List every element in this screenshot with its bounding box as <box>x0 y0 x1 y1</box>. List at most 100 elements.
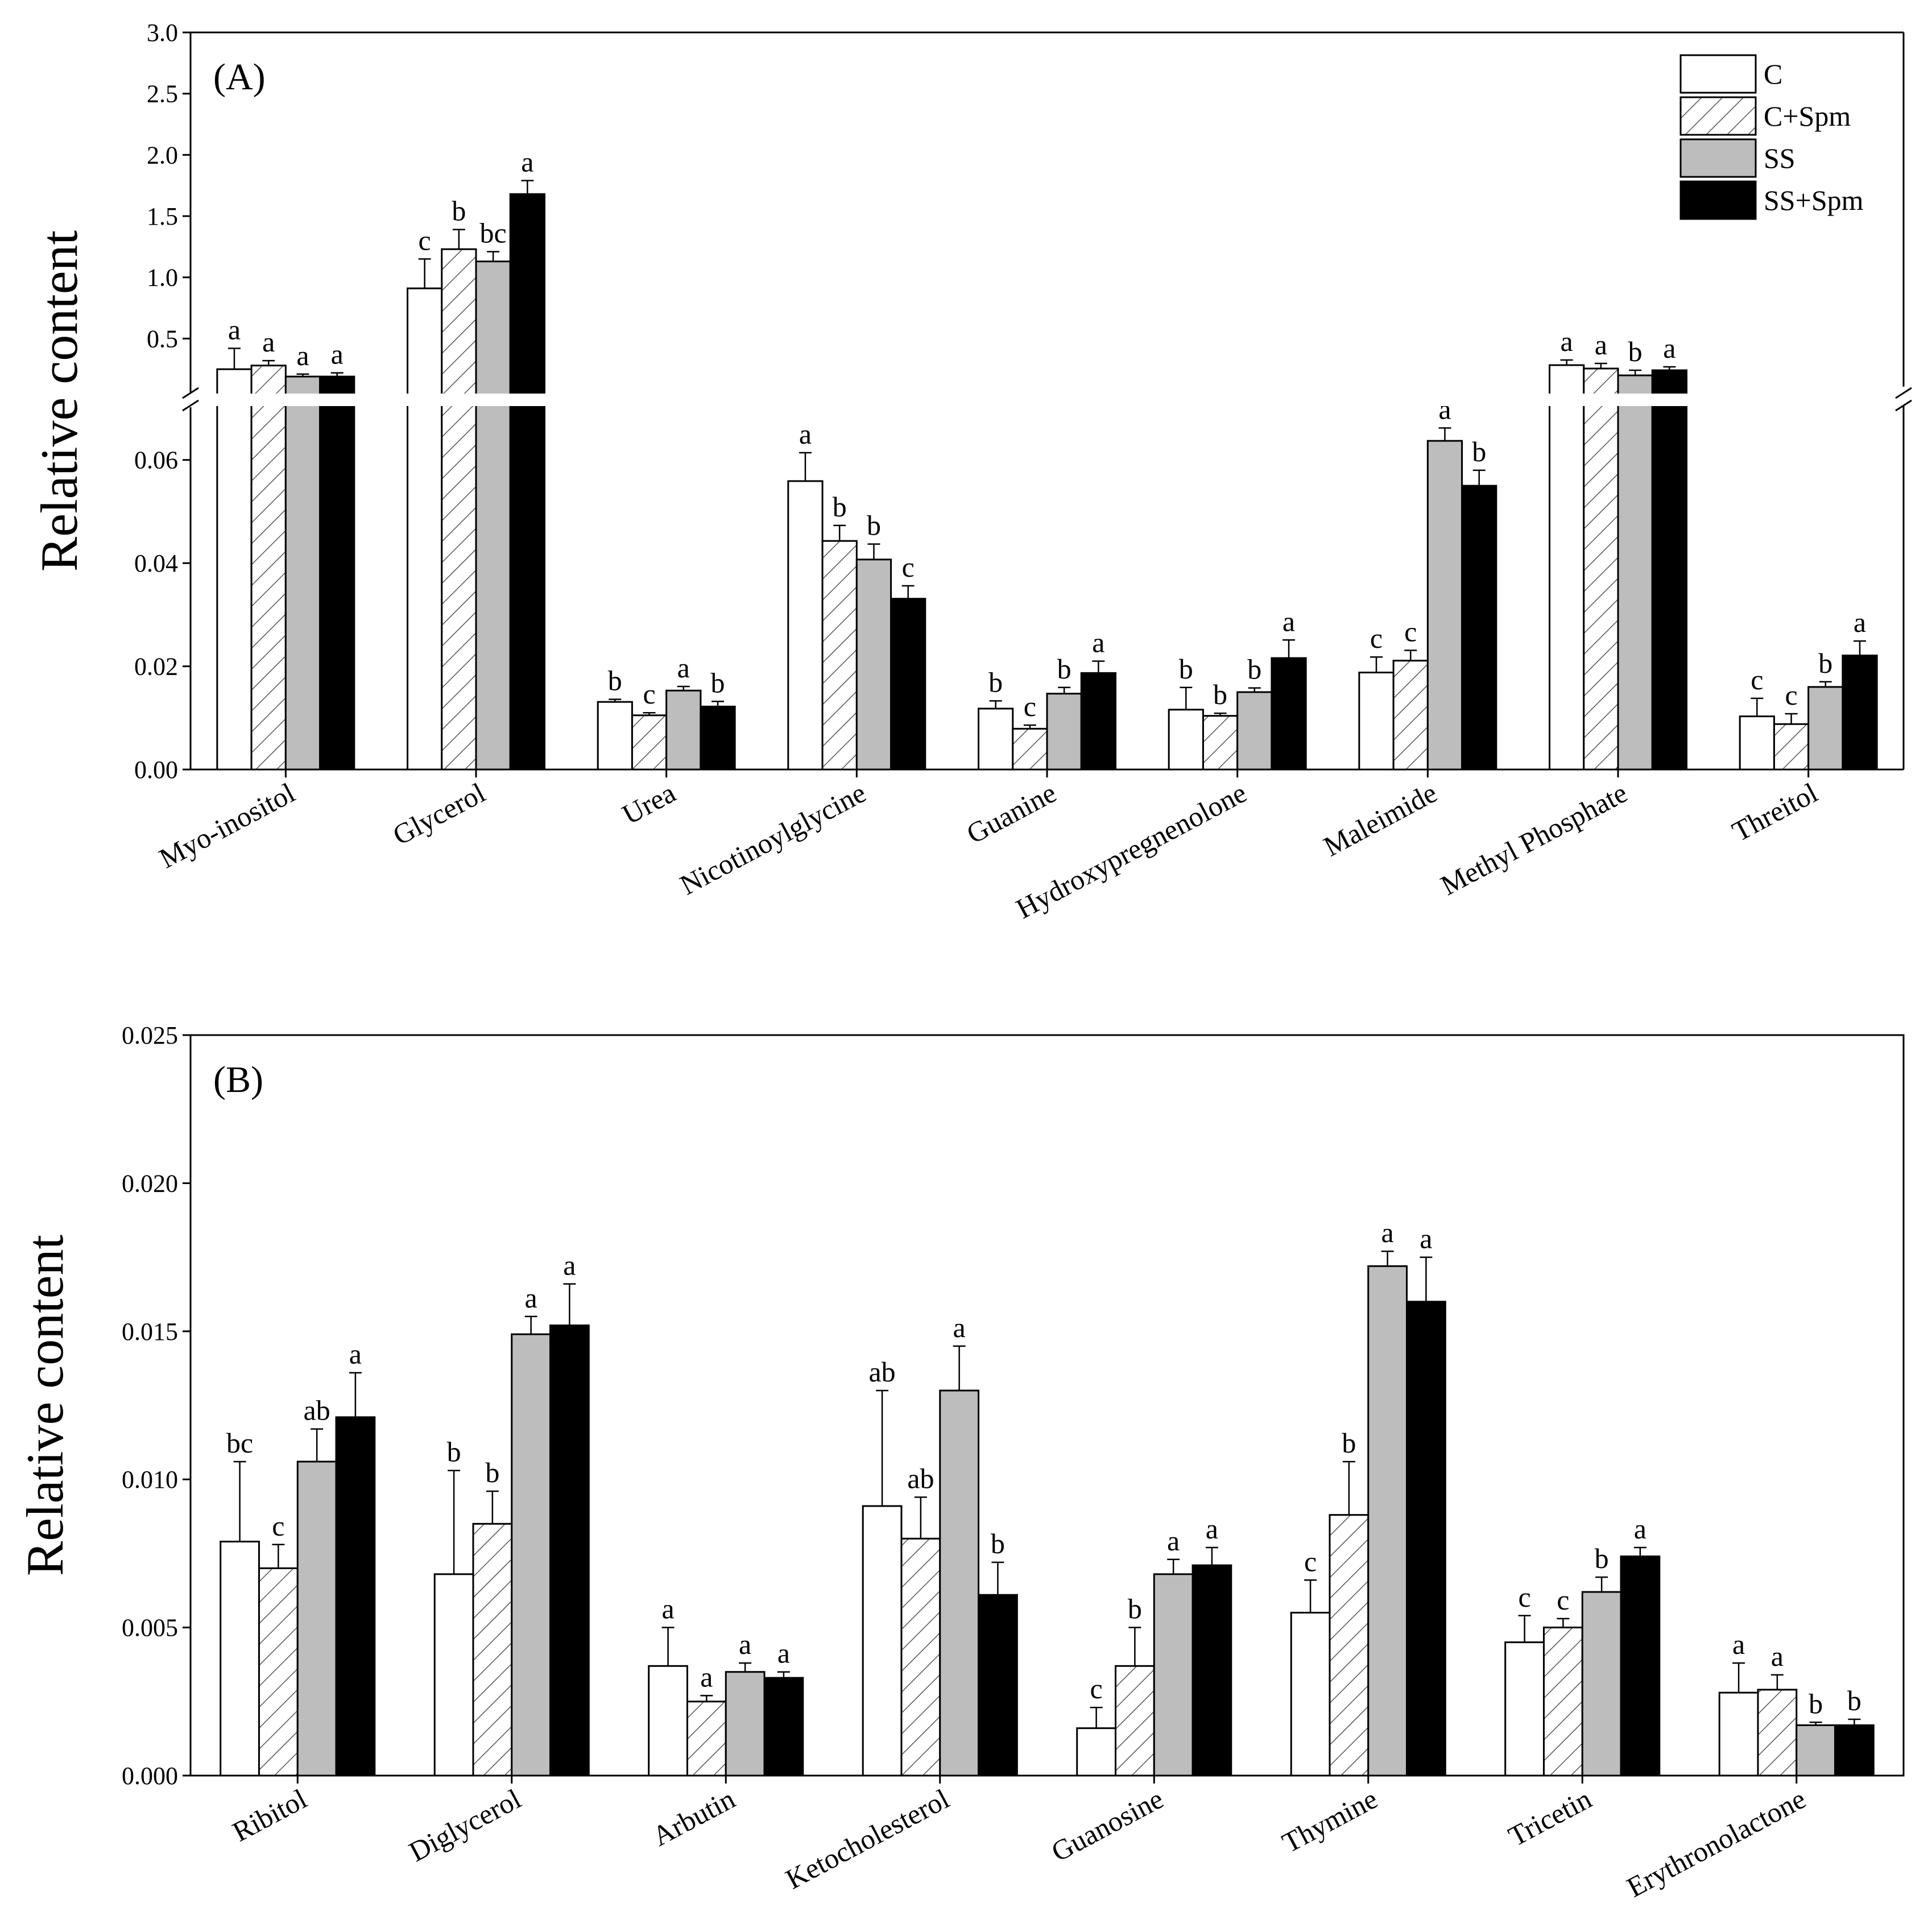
significance-letter: a <box>262 326 275 358</box>
x-tick-label: Methyl Phosphate <box>1435 776 1632 901</box>
panel-b: 0.000 0.005 0.010 0.015 0.020 0.025 Relative c… <box>16 1021 1905 1904</box>
x-tick-label: Ketocholesterol <box>780 1782 954 1895</box>
significance-letter: b <box>485 1457 499 1488</box>
bar <box>1834 1724 1875 1777</box>
bar <box>1192 1564 1232 1777</box>
legend-label: C+Spm <box>1764 100 1851 132</box>
bar <box>1796 1724 1836 1777</box>
significance-letter: c <box>419 224 431 256</box>
bar <box>725 1671 766 1777</box>
y-tick-label: 1.5 <box>147 202 178 230</box>
x-tick-label: Nicotinoylglycine <box>675 776 871 901</box>
y-tick-label: 0.020 <box>122 1169 178 1197</box>
x-tick-label: Diglycerol <box>404 1782 526 1868</box>
significance-letter: a <box>799 418 812 450</box>
significance-letter: b <box>1809 1687 1823 1719</box>
bar <box>763 1677 804 1777</box>
bar <box>475 260 511 771</box>
bar <box>284 375 321 771</box>
bar <box>220 1541 260 1777</box>
bar <box>472 1522 513 1777</box>
bar <box>1271 657 1307 771</box>
bar <box>1392 660 1429 771</box>
significance-letter: a <box>1381 1217 1394 1248</box>
bar <box>787 480 824 771</box>
significance-letter: b <box>833 491 847 523</box>
y-tick-label: 0.010 <box>122 1466 178 1493</box>
bar <box>250 365 287 771</box>
bar <box>509 193 545 771</box>
significance-letter: a <box>1167 1525 1180 1557</box>
x-tick-label: Thymine <box>1277 1782 1383 1859</box>
panel-label: (A) <box>213 56 266 98</box>
significance-letter: c <box>643 678 655 710</box>
significance-letter: b <box>867 510 881 541</box>
significance-letter: ab <box>304 1395 330 1426</box>
significance-letter: b <box>608 665 622 697</box>
y-tick-label: 0.025 <box>122 1021 178 1049</box>
bar <box>441 248 477 771</box>
bar <box>1168 709 1204 771</box>
significance-letter: a <box>739 1628 751 1660</box>
bar <box>1202 715 1239 771</box>
axis-break-mark <box>1895 387 1912 399</box>
x-tick-label: Myo-inositol <box>154 776 300 874</box>
significance-letter: a <box>525 1282 537 1314</box>
significance-letter: a <box>661 1593 674 1625</box>
bar <box>1329 1514 1370 1777</box>
significance-letter: b <box>1247 653 1261 685</box>
legend: C C+Spm SS SS+Spm <box>1679 54 1864 220</box>
y-tick-label: 0.5 <box>147 325 178 353</box>
bar <box>1651 369 1687 771</box>
significance-letter: b <box>452 195 466 227</box>
bar <box>1807 686 1844 771</box>
significance-letter: b <box>1179 653 1193 685</box>
bar <box>216 368 253 771</box>
significance-letter: a <box>1561 325 1573 357</box>
significance-letter: a <box>1283 605 1295 637</box>
y-axis-label: Relative content <box>16 1234 74 1576</box>
significance-letter: ab <box>907 1462 934 1494</box>
y-tick-label: 0.06 <box>134 446 178 474</box>
significance-letter: a <box>228 314 241 346</box>
y-tick-label: 1.0 <box>147 264 178 292</box>
significance-letter: b <box>1472 436 1486 467</box>
bar <box>549 1324 590 1777</box>
significance-letter: bc <box>226 1427 253 1459</box>
legend-label: C <box>1764 58 1782 90</box>
y-tick-label: 0.00 <box>134 756 178 784</box>
significance-letter: c <box>1785 679 1797 711</box>
significance-letter: b <box>1213 678 1227 710</box>
bar <box>1076 1727 1116 1777</box>
x-tick-label: Maleimide <box>1318 776 1442 862</box>
significance-letter: a <box>700 1661 713 1693</box>
bar <box>1718 1691 1759 1777</box>
significance-letter: a <box>1595 329 1607 361</box>
x-tick-label: Arbutin <box>647 1782 740 1852</box>
bar <box>258 1567 299 1777</box>
significance-letter: a <box>953 1311 966 1343</box>
bar <box>862 1505 903 1777</box>
significance-letter: a <box>521 146 533 178</box>
significance-letter: b <box>711 667 725 698</box>
bar <box>1542 1627 1583 1777</box>
bar <box>1581 1591 1622 1777</box>
plot-frame <box>189 1034 1905 1777</box>
bar <box>900 1537 941 1777</box>
bar <box>511 1333 552 1777</box>
axis-break-mark <box>182 387 199 399</box>
bar <box>1012 727 1048 771</box>
legend-swatch <box>1679 138 1757 178</box>
bar <box>1757 1689 1798 1777</box>
bar <box>1620 1555 1661 1777</box>
bar <box>1114 1665 1155 1777</box>
legend-label: SS <box>1764 142 1796 174</box>
significance-letter: b <box>1818 647 1832 679</box>
y-tick-label: 0.02 <box>134 653 178 681</box>
significance-letter: b <box>1595 1542 1609 1574</box>
bar <box>890 598 926 771</box>
bar <box>631 714 668 771</box>
significance-letter: b <box>1847 1685 1861 1716</box>
significance-letter: a <box>777 1637 790 1669</box>
